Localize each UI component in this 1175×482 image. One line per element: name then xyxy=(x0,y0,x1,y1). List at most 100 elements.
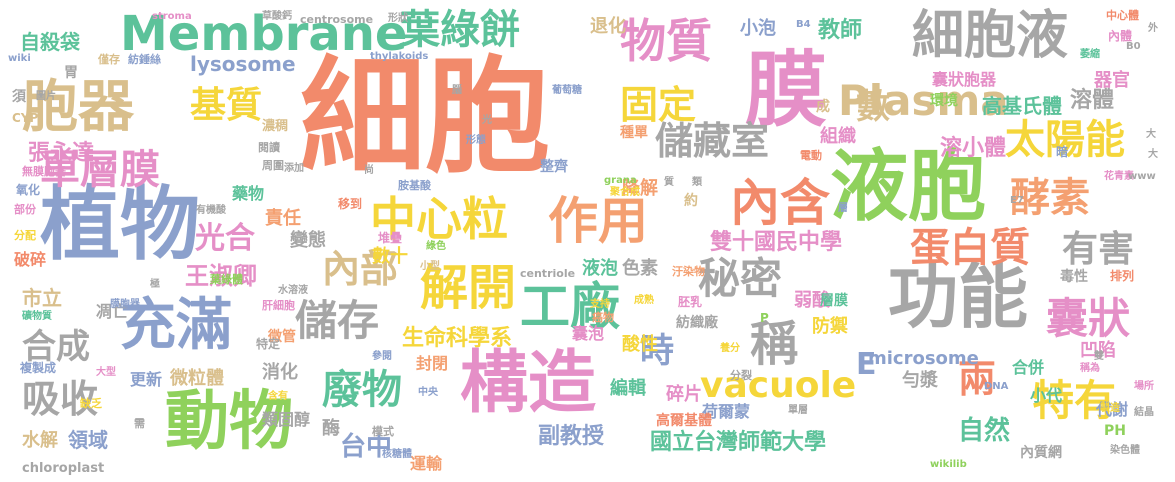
word: 勻漿 xyxy=(902,370,938,391)
word: 膜 xyxy=(745,43,828,138)
word: 場所 xyxy=(1134,381,1154,392)
word: 濃稠 xyxy=(262,119,289,134)
word: stroma xyxy=(152,11,192,22)
word: 酶 xyxy=(322,418,340,439)
word: 聚合成 xyxy=(610,187,640,198)
word: PH xyxy=(1104,423,1126,439)
word: 內含 xyxy=(730,174,830,232)
word: 有害 xyxy=(1062,229,1135,270)
word: 蛋白質 xyxy=(910,225,1030,271)
word: 荷爾蒙 xyxy=(702,402,751,421)
word: 碎片 xyxy=(666,384,702,405)
word: 運輸 xyxy=(410,454,443,473)
word: 編輯 xyxy=(610,378,646,399)
word: 胺基酸 xyxy=(398,179,431,192)
word: 形狀 xyxy=(388,13,408,24)
word: 約 xyxy=(684,193,698,209)
word: E xyxy=(856,347,877,382)
word: 葉綠體 xyxy=(210,273,243,286)
word: 張永達 xyxy=(28,141,95,166)
word: 器官 xyxy=(1094,70,1130,91)
word: 代謝 xyxy=(1096,400,1129,419)
word: 部份 xyxy=(14,203,36,216)
word: 小泡 xyxy=(740,18,776,39)
word: 稱 xyxy=(750,316,799,372)
word: 國立台灣師範大學 xyxy=(650,430,827,455)
word: 養分 xyxy=(720,343,740,354)
word: 台中 xyxy=(340,432,393,462)
word: 廢物 xyxy=(322,367,402,413)
word: 藥物 xyxy=(232,184,265,203)
word: 極 xyxy=(150,279,160,290)
word: 色素 xyxy=(622,258,658,279)
word: 類 xyxy=(692,177,702,188)
word: 暗 xyxy=(1056,145,1069,159)
word: 囊狀 xyxy=(1046,294,1131,343)
word: 酵素 xyxy=(1010,175,1090,221)
word: 教師 xyxy=(818,18,863,43)
word: 成 xyxy=(816,99,830,115)
word: 雙 xyxy=(1094,351,1104,362)
word: 生命科學系 xyxy=(402,326,513,351)
word: 更新 xyxy=(130,370,163,389)
word: 排列 xyxy=(1110,269,1135,283)
word: 大 xyxy=(1148,149,1158,160)
word: 責任 xyxy=(265,208,301,229)
word: 吸收 xyxy=(22,377,99,421)
word: 移到 xyxy=(338,197,363,211)
word: 閱讀 xyxy=(258,141,280,154)
word: 周圍 xyxy=(262,159,284,172)
word: 小代 xyxy=(1030,386,1063,405)
word: 合成 xyxy=(22,327,90,367)
word: 植物 xyxy=(40,178,200,271)
word: 複製成 xyxy=(20,361,57,375)
word: 時 xyxy=(640,331,674,371)
word: B4 xyxy=(796,19,811,30)
word: wiki xyxy=(8,53,31,64)
word: 大型 xyxy=(96,367,116,378)
word: 雙十國民中學 xyxy=(710,230,843,255)
word: 分裂 xyxy=(730,369,752,382)
word: 層 xyxy=(838,203,848,214)
word: 缺乏 xyxy=(80,397,102,410)
word: www xyxy=(1128,171,1156,182)
word: 細胞液 xyxy=(912,6,1069,66)
word: 參閱 xyxy=(372,351,392,362)
word: 染色體 xyxy=(1110,445,1140,456)
word: Membrane xyxy=(120,6,408,62)
word: thylakoids xyxy=(370,51,429,62)
word: 太陽能 xyxy=(1005,117,1125,163)
word: 囊狀胞器 xyxy=(932,70,997,89)
word: 封閉 xyxy=(416,354,449,373)
word: 僅存 xyxy=(98,53,120,66)
word: 秘密 xyxy=(698,254,783,303)
word: 中心體 xyxy=(1106,9,1139,22)
word: 物質 xyxy=(620,14,712,68)
word: 高爾基體 xyxy=(656,413,712,429)
word: 單層 xyxy=(788,405,808,416)
word: 特有 xyxy=(1032,376,1117,425)
word: 中心粒 xyxy=(370,192,508,246)
word: 種單 xyxy=(620,125,648,141)
word: 酸性 xyxy=(622,334,658,355)
word: 功能 xyxy=(888,256,1028,338)
word: 液泡 xyxy=(582,258,618,279)
word: Plasma xyxy=(838,76,1009,125)
word: 構造 xyxy=(460,344,597,423)
word: centrosome xyxy=(300,13,374,26)
word: DNA xyxy=(984,381,1009,392)
word: 儲存 xyxy=(295,296,380,345)
word: 兩 xyxy=(958,357,997,401)
word: 小型 xyxy=(420,261,440,272)
word: 動物 xyxy=(165,385,293,459)
word: 圖片 xyxy=(36,91,56,102)
word: 高基氏體 xyxy=(982,94,1062,118)
word: 自然 xyxy=(958,416,1011,446)
word: centriole xyxy=(520,267,576,280)
word: 溶小體 xyxy=(940,136,1007,161)
word: 組織 xyxy=(820,126,856,147)
word: 弱酸 xyxy=(794,290,830,311)
word: CYP xyxy=(12,111,39,125)
word: 質 xyxy=(664,177,674,188)
word: 萎縮 xyxy=(1080,49,1100,60)
